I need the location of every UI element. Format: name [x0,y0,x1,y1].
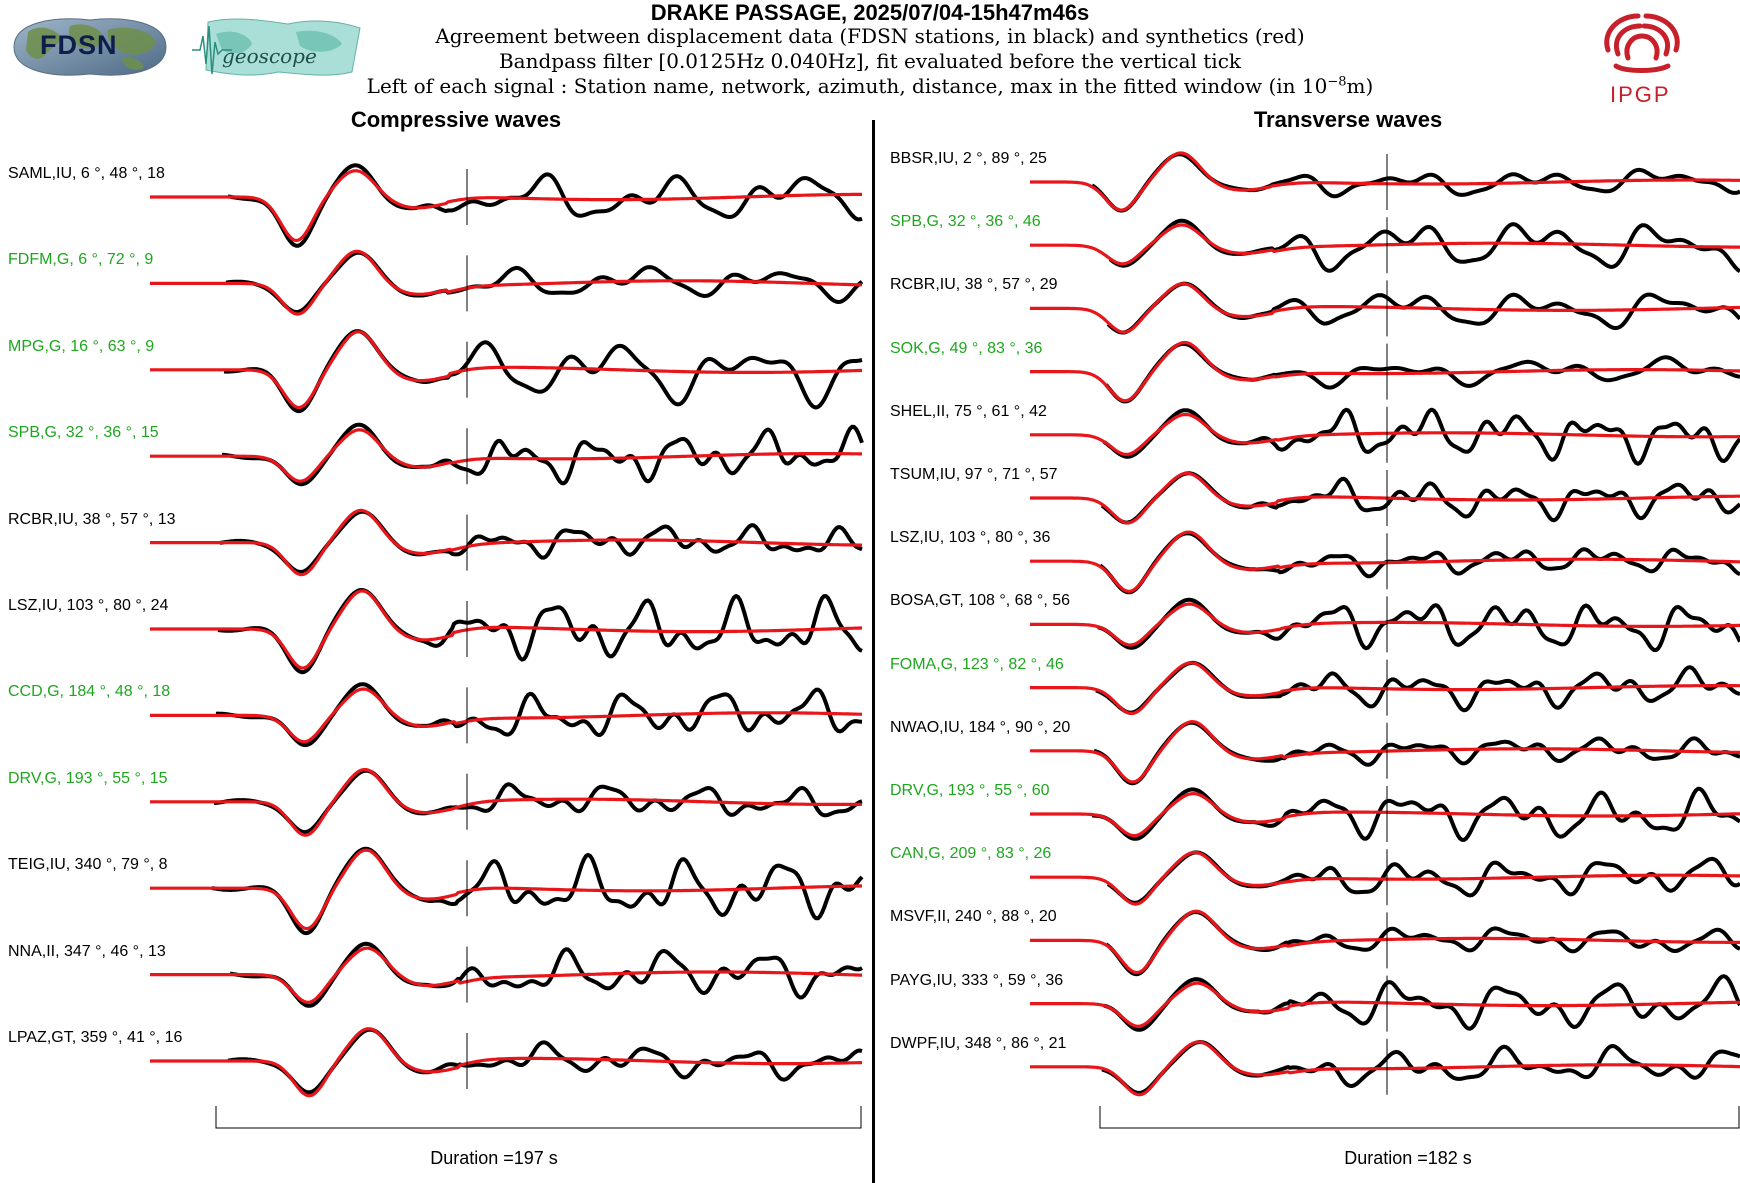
station-label: SHEL,II, 75 °, 61 °, 42 [890,402,1047,420]
station-label: PAYG,IU, 333 °, 59 °, 36 [890,971,1064,989]
station-label: SAML,IU, 6 °, 48 °, 18 [8,165,165,182]
synthetic-trace [1030,1040,1740,1097]
data-trace [1093,720,1740,786]
ipgp-logo-text: IPGP [1610,82,1671,107]
synthetic-trace [150,946,862,1004]
station-label: SOK,G, 49 °, 83 °, 36 [890,339,1043,357]
station-label: RCBR,IU, 38 °, 57 °, 13 [8,510,176,528]
geoscope-map-icon [192,18,361,76]
subtitle-line-3-suffix: m) [1346,74,1374,98]
subtitle-line-1: Agreement between displacement data (FDS… [435,24,1305,48]
station-label: SPB,G, 32 °, 36 °, 46 [890,213,1041,231]
synthetic-trace [1030,340,1740,403]
station-label: LPAZ,GT, 359 °, 41 °, 16 [8,1029,183,1046]
synthetic-trace [1030,909,1740,975]
station-label: LSZ,IU, 103 °, 80 °, 36 [890,529,1051,547]
data-trace [211,846,864,936]
data-trace [227,163,863,248]
duration-bracket [215,1106,862,1129]
station-label: TSUM,IU, 97 °, 71 °, 57 [890,466,1058,483]
fdsn-globe-icon [13,18,167,76]
station-label: DRV,G, 193 °, 55 °, 60 [890,782,1050,799]
synthetic-trace [1030,602,1740,647]
synthetic-trace [1030,791,1740,838]
fdsn-logo: FDSN [10,14,170,80]
synthetic-trace [150,848,863,931]
compressive-duration-label: Duration =197 s [430,1148,558,1168]
subtitle-line-2: Bandpass filter [0.0125Hz 0.040Hz], fit … [498,49,1242,73]
station-label: MSVF,II, 240 °, 88 °, 20 [890,908,1057,926]
station-label: BBSR,IU, 2 °, 89 °, 25 [890,150,1047,167]
geoscope-logo-text: geoscope [222,44,317,68]
station-label: RCBR,IU, 38 °, 57 °, 29 [890,276,1058,294]
station-label: MPG,G, 16 °, 63 °, 9 [8,337,155,355]
station-label: SPB,G, 32 °, 36 °, 15 [8,424,159,442]
synthetic-trace [1030,282,1740,334]
transverse-duration-label: Duration =182 s [1344,1148,1472,1168]
ipgp-emblem-icon [1604,13,1680,73]
synthetic-trace [150,508,862,577]
station-label: DRV,G, 193 °, 55 °, 15 [8,769,168,787]
station-label: TEIG,IU, 340 °, 79 °, 8 [8,856,168,874]
data-trace [215,682,863,748]
synthetic-trace [150,428,862,483]
subtitle-line-3-prefix: Left of each signal : Station name, netw… [366,74,1328,98]
panel-divider [872,120,875,1183]
station-label: CAN,G, 209 °, 83 °, 26 [890,845,1052,863]
data-trace [1091,786,1740,842]
station-label: DWPF,IU, 348 °, 86 °, 21 [890,1034,1067,1052]
station-label: CCD,G, 184 °, 48 °, 18 [8,683,171,701]
synthetic-trace [150,687,863,744]
synthetic-trace [150,1027,862,1098]
subtitle-line-3-exponent: −8 [1327,74,1347,90]
data-trace [213,768,863,835]
transverse-waves-title: Transverse waves [1253,107,1443,132]
synthetic-trace [150,330,863,410]
synthetic-trace [1030,151,1740,212]
synthetic-trace [1030,412,1740,456]
station-label: FOMA,G, 123 °, 82 °, 46 [890,655,1064,673]
fdsn-logo-text: FDSN [40,30,118,60]
synthetic-trace [1030,850,1740,906]
subtitle-line-3: Left of each signal : Station name, netw… [0,74,1740,98]
station-label: LSZ,IU, 103 °, 80 °, 24 [8,597,169,614]
geoscope-logo: geoscope [192,14,364,84]
synthetic-trace [1030,719,1740,784]
synthetic-trace [150,169,862,243]
synthetic-trace [150,767,862,837]
data-trace [1104,910,1740,977]
synthetic-trace [150,589,862,670]
station-label: BOSA,GT, 108 °, 68 °, 56 [890,592,1070,610]
synthetic-trace [1030,981,1740,1028]
synthetic-trace [1030,471,1740,525]
figure-title: DRAKE PASSAGE, 2025/07/04-15h47m46s [650,0,1090,25]
station-label: NWAO,IU, 184 °, 90 °, 20 [890,718,1071,736]
synthetic-trace [1030,530,1740,593]
station-label: FDFM,G, 6 °, 72 °, 9 [8,251,154,269]
ipgp-logo: IPGP [1596,8,1688,108]
station-label: NNA,II, 347 °, 46 °, 13 [8,942,166,960]
compressive-waves-title: Compressive waves [350,107,562,132]
synthetic-trace [150,249,863,316]
synthetic-trace [1030,661,1740,716]
synthetic-trace [1030,223,1740,266]
duration-bracket [1099,1106,1740,1129]
